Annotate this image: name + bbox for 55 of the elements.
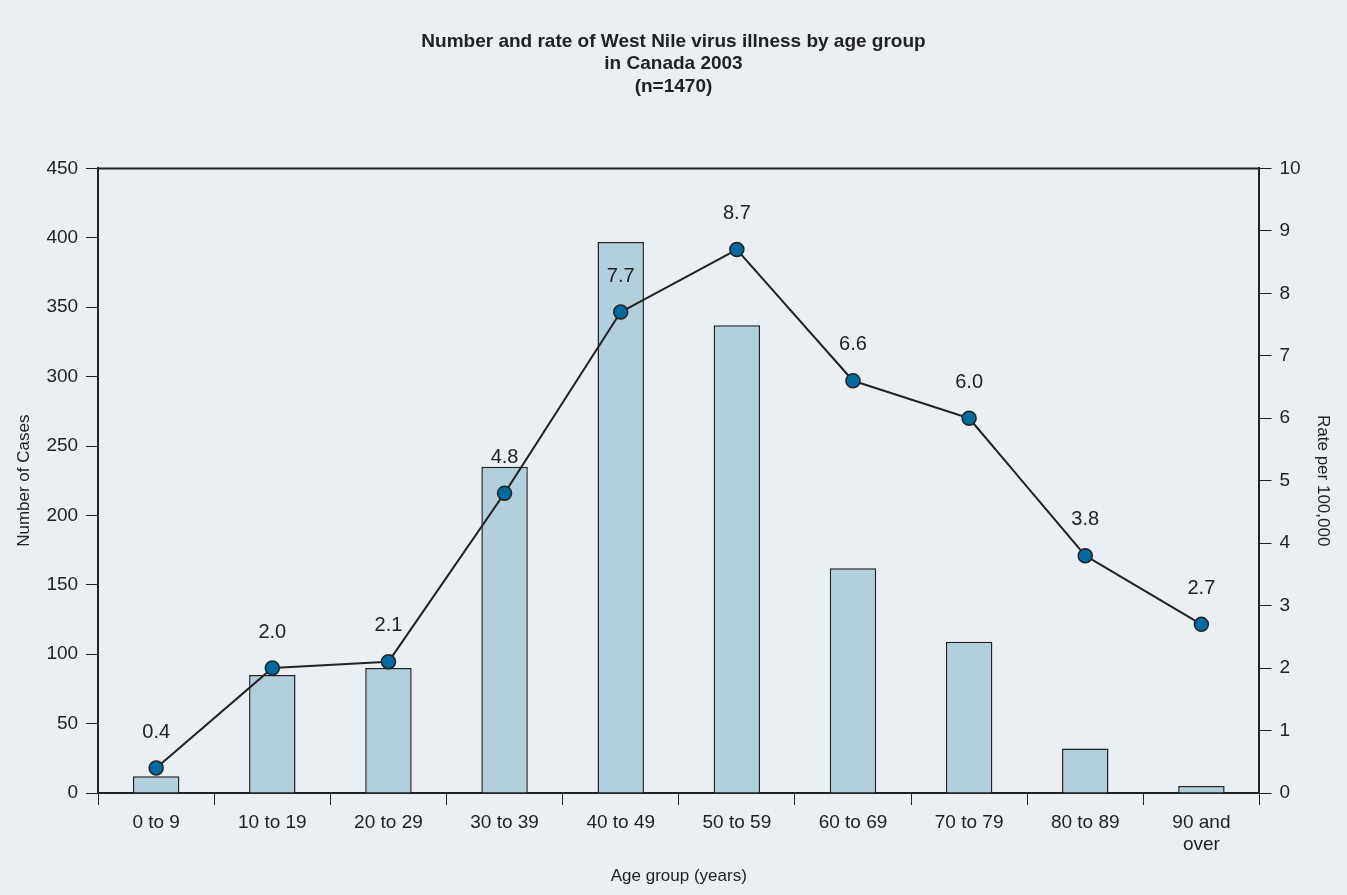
y-axis-title: Number of Cases xyxy=(13,414,33,547)
x-tick-label: 70 to 79 xyxy=(934,810,1004,832)
data-label: 8.7 xyxy=(722,201,751,224)
y2-tick-label: 0 xyxy=(1279,781,1291,803)
y-tick-label: 350 xyxy=(46,295,79,317)
x-tick-label: 60 to 69 xyxy=(818,810,888,832)
data-label: 6.0 xyxy=(955,369,984,392)
chart-title: Number and rate of West Nile virus illness by age group in Canada 2003 (n=1470) xyxy=(421,29,926,97)
data-label: 4.8 xyxy=(490,444,519,467)
point xyxy=(1193,616,1210,633)
y2-tick-label: 9 xyxy=(1279,219,1291,241)
y2-axis-title: Rate per 100,000 xyxy=(1314,415,1334,547)
point xyxy=(380,654,397,670)
x-tick-label: 50 to 59 xyxy=(702,810,772,832)
data-label: 7.7 xyxy=(606,263,635,286)
data-label: 0.4 xyxy=(142,719,171,742)
x-tick-label: 90 and over xyxy=(1172,810,1231,855)
y2-tick-label: 4 xyxy=(1279,531,1291,553)
y-tick-label: 50 xyxy=(56,711,79,733)
y-tick-label: 0 xyxy=(67,781,79,803)
y-tick-label: 300 xyxy=(46,364,79,386)
data-label: 6.6 xyxy=(839,332,867,355)
point xyxy=(264,660,281,676)
data-label: 2.0 xyxy=(258,619,287,642)
x-tick-label: 80 to 89 xyxy=(1050,810,1120,832)
y2-tick-label: 2 xyxy=(1279,656,1291,678)
point xyxy=(729,241,745,258)
point xyxy=(612,304,629,320)
y-tick-label: 150 xyxy=(46,573,79,595)
point xyxy=(961,410,977,426)
point xyxy=(496,485,513,501)
y2-tick-label: 6 xyxy=(1279,406,1291,428)
y2-tick-label: 5 xyxy=(1279,468,1291,490)
x-tick-label: 30 to 39 xyxy=(470,810,539,832)
data-label: 3.8 xyxy=(1071,507,1100,530)
y2-tick-label: 7 xyxy=(1279,344,1291,366)
y-tick-label: 450 xyxy=(46,156,79,178)
data-label: 2.7 xyxy=(1187,575,1216,598)
y-tick-label: 400 xyxy=(46,226,79,248)
y-tick-label: 250 xyxy=(46,434,79,456)
x-tick-label: 20 to 29 xyxy=(354,810,423,832)
y2-tick-label: 1 xyxy=(1279,718,1291,740)
y-tick-label: 100 xyxy=(46,642,79,664)
y-tick-label: 200 xyxy=(46,503,79,525)
point xyxy=(148,760,164,776)
y2-tick-label: 8 xyxy=(1279,281,1291,303)
x-tick-label: 40 to 49 xyxy=(586,810,656,832)
data-label: 2.1 xyxy=(374,613,403,636)
point xyxy=(845,373,861,389)
x-axis-title: Age group (years) xyxy=(610,866,747,886)
y2-tick-label: 10 xyxy=(1279,156,1301,178)
y2-tick-label: 3 xyxy=(1279,593,1291,615)
point xyxy=(1077,547,1094,564)
x-tick-label: 0 to 9 xyxy=(132,810,180,832)
x-tick-label: 10 to 19 xyxy=(237,810,307,832)
